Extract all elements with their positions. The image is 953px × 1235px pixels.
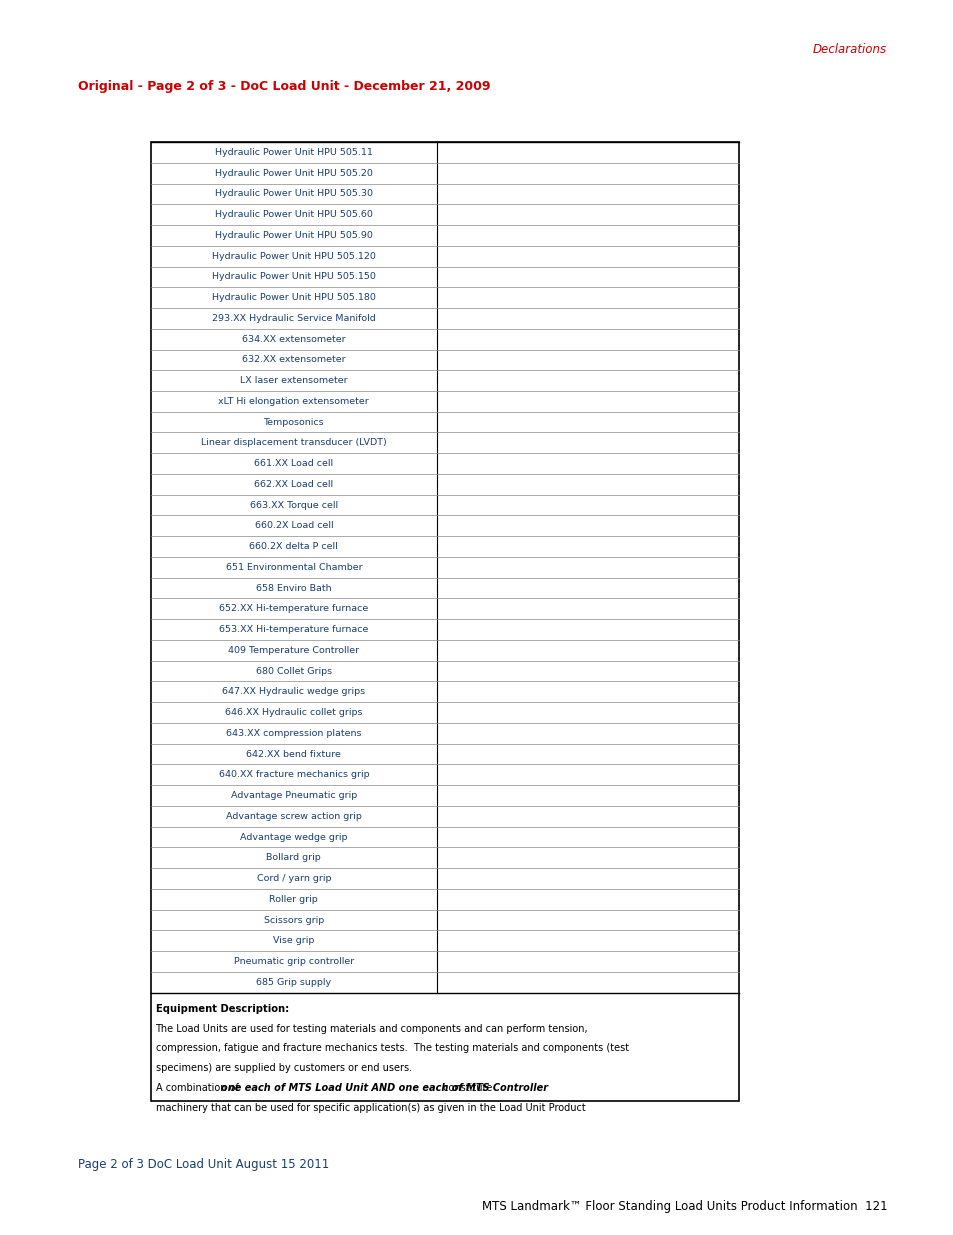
Text: compression, fatigue and fracture mechanics tests.  The testing materials and co: compression, fatigue and fracture mechan…	[155, 1044, 628, 1053]
Text: Cord / yarn grip: Cord / yarn grip	[256, 874, 331, 883]
Text: 660.2X Load cell: 660.2X Load cell	[254, 521, 333, 530]
Text: Pneumatic grip controller: Pneumatic grip controller	[233, 957, 354, 966]
Text: 640.XX fracture mechanics grip: 640.XX fracture mechanics grip	[218, 771, 369, 779]
Text: 685 Grip supply: 685 Grip supply	[256, 978, 331, 987]
Text: 642.XX bend fixture: 642.XX bend fixture	[246, 750, 341, 758]
Bar	[151, 142, 739, 1102]
Text: Roller grip: Roller grip	[269, 895, 318, 904]
Text: Linear displacement transducer (LVDT): Linear displacement transducer (LVDT)	[201, 438, 386, 447]
Text: constitute: constitute	[439, 1083, 492, 1093]
Text: Hydraulic Power Unit HPU 505.150: Hydraulic Power Unit HPU 505.150	[212, 273, 375, 282]
Text: MTS Landmark™ Floor Standing Load Units Product Information  121: MTS Landmark™ Floor Standing Load Units …	[481, 1200, 886, 1214]
Text: 632.XX extensometer: 632.XX extensometer	[242, 356, 345, 364]
Text: The Load Units are used for testing materials and components and can perform ten: The Load Units are used for testing mate…	[155, 1024, 587, 1034]
Text: Declarations: Declarations	[812, 43, 886, 57]
Text: 643.XX compression platens: 643.XX compression platens	[226, 729, 361, 737]
Text: 658 Enviro Bath: 658 Enviro Bath	[255, 584, 332, 593]
Text: 652.XX Hi-temperature furnace: 652.XX Hi-temperature furnace	[219, 604, 368, 614]
Text: machinery that can be used for specific application(s) as given in the Load Unit: machinery that can be used for specific …	[155, 1103, 584, 1113]
Text: xLT Hi elongation extensometer: xLT Hi elongation extensometer	[218, 396, 369, 406]
Text: Hydraulic Power Unit HPU 505.30: Hydraulic Power Unit HPU 505.30	[214, 189, 373, 199]
Text: Original - Page 2 of 3 - DoC Load Unit - December 21, 2009: Original - Page 2 of 3 - DoC Load Unit -…	[78, 80, 490, 94]
Text: 680 Collet Grips: 680 Collet Grips	[255, 667, 332, 676]
Text: Advantage screw action grip: Advantage screw action grip	[226, 811, 361, 821]
Text: 663.XX Torque cell: 663.XX Torque cell	[250, 500, 337, 510]
Text: 409 Temperature Controller: 409 Temperature Controller	[228, 646, 359, 655]
Text: LX laser extensometer: LX laser extensometer	[240, 377, 347, 385]
Text: Hydraulic Power Unit HPU 505.90: Hydraulic Power Unit HPU 505.90	[214, 231, 373, 240]
Text: 660.2X delta P cell: 660.2X delta P cell	[249, 542, 338, 551]
Text: A combination of: A combination of	[155, 1083, 244, 1093]
Text: 653.XX Hi-temperature furnace: 653.XX Hi-temperature furnace	[219, 625, 368, 634]
Text: Equipment Description:: Equipment Description:	[155, 1004, 289, 1014]
Text: 646.XX Hydraulic collet grips: 646.XX Hydraulic collet grips	[225, 708, 362, 718]
Text: Hydraulic Power Unit HPU 505.11: Hydraulic Power Unit HPU 505.11	[214, 148, 373, 157]
Text: 661.XX Load cell: 661.XX Load cell	[254, 459, 333, 468]
Text: one each of MTS Load Unit AND one each of MTS Controller: one each of MTS Load Unit AND one each o…	[220, 1083, 547, 1093]
Text: Advantage Pneumatic grip: Advantage Pneumatic grip	[231, 792, 356, 800]
Text: Scissors grip: Scissors grip	[263, 915, 324, 925]
Text: Bollard grip: Bollard grip	[266, 853, 321, 862]
Text: 634.XX extensometer: 634.XX extensometer	[242, 335, 345, 343]
Text: Hydraulic Power Unit HPU 505.180: Hydraulic Power Unit HPU 505.180	[212, 293, 375, 303]
Text: 651 Environmental Chamber: 651 Environmental Chamber	[225, 563, 362, 572]
Text: 662.XX Load cell: 662.XX Load cell	[254, 480, 333, 489]
Text: specimens) are supplied by customers or end users.: specimens) are supplied by customers or …	[155, 1063, 411, 1073]
Text: 293.XX Hydraulic Service Manifold: 293.XX Hydraulic Service Manifold	[212, 314, 375, 322]
Text: 647.XX Hydraulic wedge grips: 647.XX Hydraulic wedge grips	[222, 688, 365, 697]
Text: Hydraulic Power Unit HPU 505.60: Hydraulic Power Unit HPU 505.60	[214, 210, 373, 219]
Text: Temposonics: Temposonics	[263, 417, 324, 426]
Text: Hydraulic Power Unit HPU 505.120: Hydraulic Power Unit HPU 505.120	[212, 252, 375, 261]
Text: Page 2 of 3 DoC Load Unit August 15 2011: Page 2 of 3 DoC Load Unit August 15 2011	[78, 1158, 329, 1172]
Text: Advantage wedge grip: Advantage wedge grip	[240, 832, 347, 841]
Text: Vise grip: Vise grip	[273, 936, 314, 945]
Text: Hydraulic Power Unit HPU 505.20: Hydraulic Power Unit HPU 505.20	[214, 169, 373, 178]
